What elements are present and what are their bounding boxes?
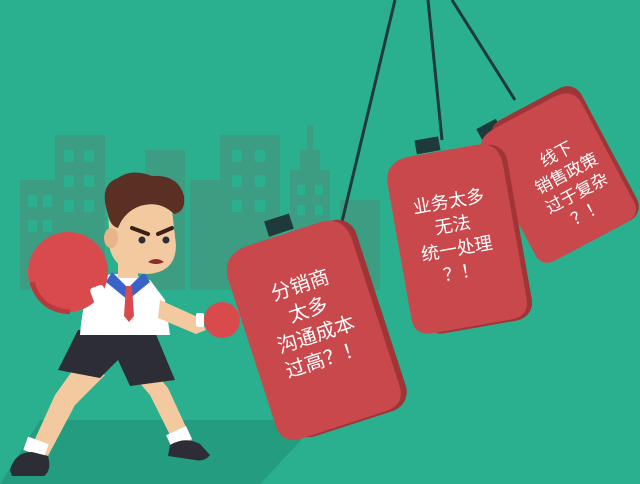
ground-shadow [0, 420, 320, 484]
punching-bag-3 [476, 86, 639, 263]
punching-bag-1 [226, 213, 407, 440]
boxer-character [10, 172, 240, 476]
city-windows [28, 150, 323, 232]
punching-bag-2-label: 业务太多 无法 统一处理 ？！ [393, 181, 518, 295]
punching-bag-2 [387, 136, 533, 334]
ropes [338, 0, 517, 231]
